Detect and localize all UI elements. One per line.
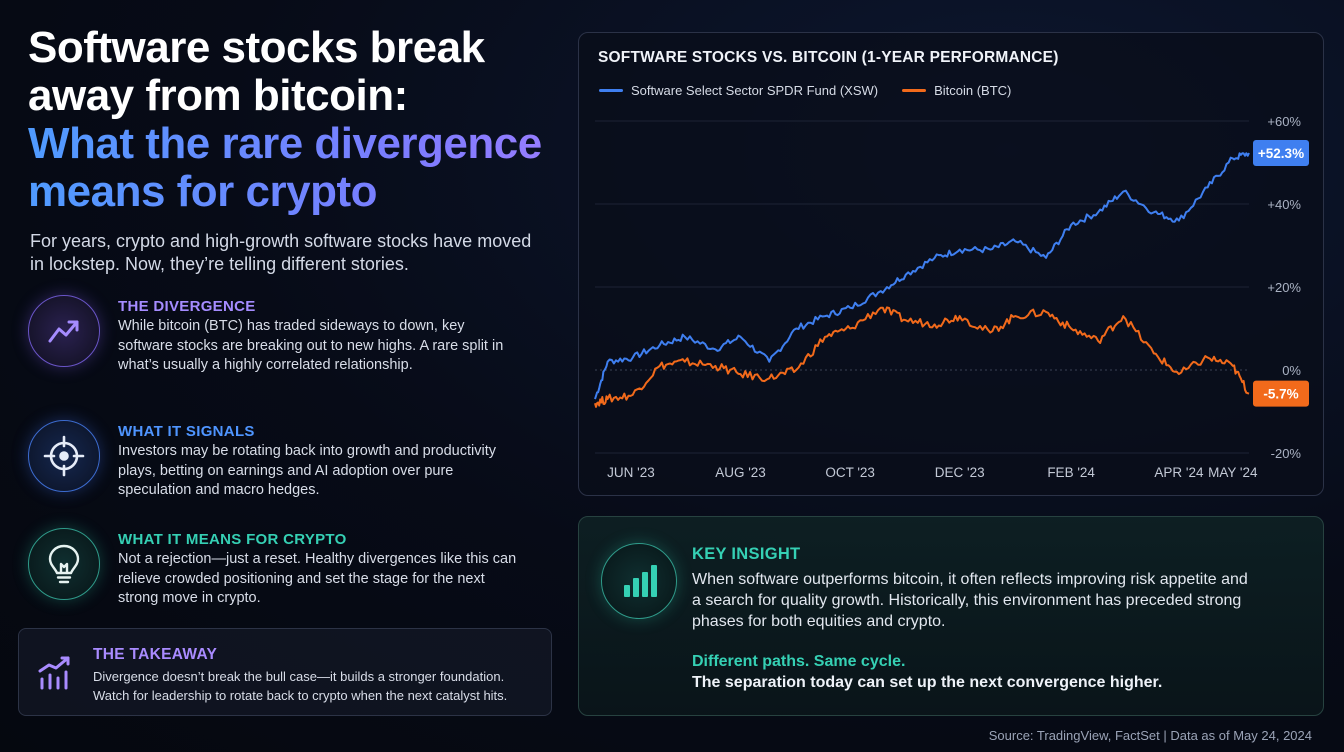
y-tick-label: +20% bbox=[1267, 280, 1301, 295]
y-tick-label: -20% bbox=[1271, 446, 1302, 461]
bar-chart-trend-icon bbox=[37, 655, 73, 696]
x-tick-label: JUN '23 bbox=[607, 465, 655, 480]
feature-body: While bitcoin (BTC) has traded sideways … bbox=[118, 318, 504, 373]
key-insight-card: KEY INSIGHT When software outperforms bi… bbox=[578, 516, 1324, 716]
insight-subtitle: Different paths. Same cycle. bbox=[692, 653, 906, 670]
y-tick-label: +60% bbox=[1267, 114, 1301, 129]
end-label: +52.3% bbox=[1258, 146, 1304, 161]
chart-legend: Software Select Sector SPDR Fund (XSW) B… bbox=[599, 83, 1011, 98]
chart-card: SOFTWARE STOCKS VS. BITCOIN (1-YEAR PERF… bbox=[578, 32, 1324, 496]
lightbulb-icon bbox=[28, 528, 100, 600]
headline-line-4: means for crypto bbox=[28, 168, 568, 216]
end-label-badge bbox=[1253, 380, 1309, 407]
feature-title: WHAT IT SIGNALS bbox=[118, 423, 255, 440]
feature-title: WHAT IT MEANS FOR CRYPTO bbox=[118, 531, 347, 548]
end-label: -5.7% bbox=[1263, 387, 1298, 402]
takeaway-body: Divergence doesn’t break the bull case—i… bbox=[93, 669, 508, 703]
feature-body: Investors may be rotating back into grow… bbox=[118, 443, 496, 498]
series-line-btc bbox=[594, 306, 1250, 408]
x-tick-label: AUG '23 bbox=[715, 465, 766, 480]
headline-line-2: away from bitcoin: bbox=[28, 71, 408, 120]
feature-signals: WHAT IT SIGNALS Investors may be rotatin… bbox=[28, 420, 548, 520]
legend-swatch bbox=[599, 89, 623, 92]
intro-text: For years, crypto and high-growth softwa… bbox=[30, 231, 532, 274]
feature-body: Not a rejection—just a reset. Healthy di… bbox=[118, 551, 517, 606]
legend-label: Software Select Sector SPDR Fund (XSW) bbox=[631, 83, 879, 98]
trending-up-icon bbox=[28, 295, 100, 367]
chart-title: SOFTWARE STOCKS VS. BITCOIN (1-YEAR PERF… bbox=[598, 49, 1059, 66]
headline-line-3: What the rare divergence bbox=[28, 120, 568, 168]
y-tick-label: +40% bbox=[1267, 197, 1301, 212]
headline: Software stocks break away from bitcoin:… bbox=[28, 24, 568, 216]
feature-title: THE DIVERGENCE bbox=[118, 298, 256, 315]
source-note: Source: TradingView, FactSet | Data as o… bbox=[988, 728, 1312, 743]
legend-item-btc: Bitcoin (BTC) bbox=[902, 83, 1011, 98]
y-tick-label: 0% bbox=[1282, 363, 1301, 378]
takeaway-card: THE TAKEAWAY Divergence doesn’t break th… bbox=[18, 628, 552, 716]
legend-label: Bitcoin (BTC) bbox=[934, 83, 1012, 98]
x-tick-label: FEB '24 bbox=[1047, 465, 1095, 480]
x-tick-label: MAY '24 bbox=[1208, 465, 1258, 480]
insight-body: When software outperforms bitcoin, it of… bbox=[692, 571, 1248, 630]
feature-crypto: WHAT IT MEANS FOR CRYPTO Not a rejection… bbox=[28, 528, 548, 628]
end-label-badge bbox=[1253, 139, 1309, 166]
insight-subtext: The separation today can set up the next… bbox=[692, 674, 1163, 691]
series-line-xsw bbox=[594, 152, 1250, 400]
headline-line-1: Software stocks break bbox=[28, 23, 485, 72]
x-tick-label: APR '24 bbox=[1154, 465, 1204, 480]
legend-swatch bbox=[902, 89, 927, 92]
bar-chart-icon bbox=[601, 543, 677, 619]
feature-divergence: THE DIVERGENCE While bitcoin (BTC) has t… bbox=[28, 295, 548, 395]
crosshair-target-icon bbox=[28, 420, 100, 492]
insight-title: KEY INSIGHT bbox=[692, 545, 801, 563]
takeaway-title: THE TAKEAWAY bbox=[93, 646, 218, 663]
x-tick-label: OCT '23 bbox=[825, 465, 875, 480]
legend-item-xsw: Software Select Sector SPDR Fund (XSW) bbox=[599, 83, 878, 98]
x-tick-label: DEC '23 bbox=[935, 465, 985, 480]
line-chart: +60% +40% +20% 0% -20% JUN '23 AUG '23 OCT '23 D… bbox=[594, 114, 1309, 480]
